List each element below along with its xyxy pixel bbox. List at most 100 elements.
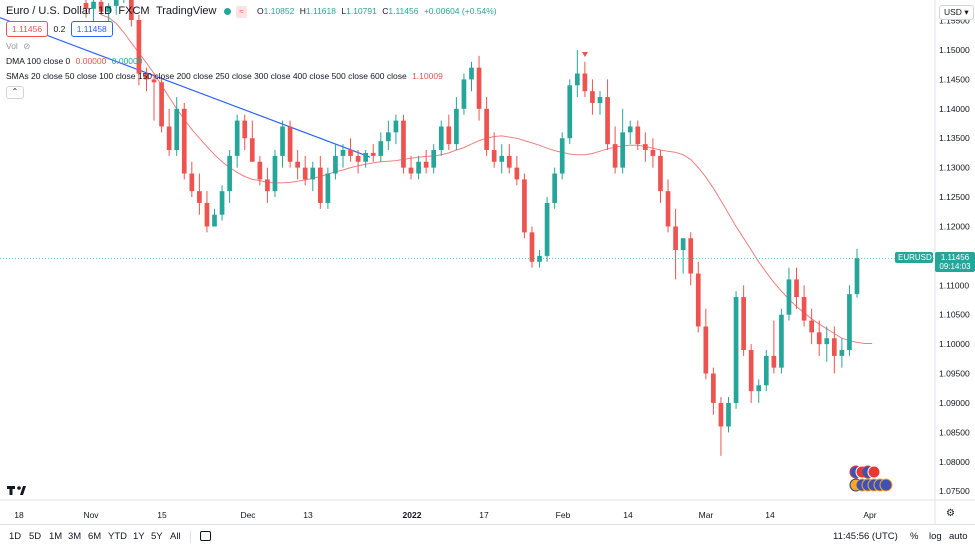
- candle-body: [446, 126, 452, 145]
- candle-body: [506, 155, 512, 168]
- smas-legend: SMAs 20 close 50 close 100 close 150 clo…: [6, 70, 443, 82]
- interval[interactable]: 1D: [97, 5, 113, 17]
- percent-toggle[interactable]: %: [910, 531, 919, 542]
- candle-body: [854, 258, 860, 295]
- dma-label[interactable]: DMA 100 close 0: [6, 56, 71, 66]
- candle: [257, 155, 263, 186]
- candle: [144, 67, 149, 92]
- candle: [461, 73, 467, 115]
- volume-label: Vol: [6, 41, 18, 51]
- symbol-name[interactable]: Euro / U.S. Dollar: [6, 5, 92, 17]
- candle-body: [189, 173, 195, 192]
- candle: [212, 208, 217, 227]
- calendar-icon[interactable]: [200, 531, 211, 541]
- time-tick-label: Nov: [83, 510, 99, 520]
- goto-date-icon[interactable]: ⚙: [946, 508, 955, 519]
- low-value: 1.10791: [346, 6, 377, 16]
- auto-toggle[interactable]: auto: [949, 531, 968, 542]
- candle: [794, 267, 799, 309]
- time-tick-label: 17: [479, 510, 489, 520]
- tf-1y[interactable]: 1Y: [133, 531, 145, 542]
- time-tick-label: 14: [765, 510, 775, 520]
- tf-ytd[interactable]: YTD: [108, 531, 127, 542]
- candle: [741, 285, 746, 356]
- candle-body: [408, 167, 414, 174]
- clock-time[interactable]: 11:45:56 (UTC): [833, 531, 898, 542]
- price-scale[interactable]: 1.15500 1.15000 1.14500 1.14000 1.13500 1.130…: [939, 16, 970, 497]
- eye-hidden-icon[interactable]: ⊘: [23, 41, 31, 51]
- candle-body: [824, 338, 830, 345]
- candle-body: [416, 161, 421, 174]
- candle: [688, 232, 694, 286]
- trendline[interactable]: [0, 17, 371, 158]
- candle: [733, 291, 739, 409]
- log-toggle[interactable]: log: [929, 531, 942, 542]
- last-price-badge: 1.11456 09:14:03: [935, 252, 975, 273]
- sma-path: [100, 14, 873, 344]
- candle-body: [280, 126, 285, 156]
- candle-body: [673, 226, 678, 250]
- close-value: 1.11456: [388, 6, 419, 16]
- smas-label[interactable]: SMAs 20 close 50 close 100 close 150 clo…: [6, 71, 407, 81]
- smas-value: 1.10009: [412, 71, 443, 81]
- candle-body: [537, 255, 542, 262]
- price-tick-label: 1.15000: [939, 45, 970, 55]
- candle-body: [370, 152, 376, 156]
- high-value: 1.11618: [305, 6, 336, 16]
- candle-body: [83, 2, 89, 9]
- candle: [166, 108, 172, 156]
- compare-icon[interactable]: ≈: [236, 6, 247, 18]
- candle-body: [816, 332, 822, 345]
- last-symbol-badge: EURUSD: [895, 252, 933, 264]
- tf-5d[interactable]: 5D: [29, 531, 42, 542]
- tf-3m[interactable]: 3M: [68, 531, 82, 542]
- price-tick-label: 1.07500: [939, 486, 970, 496]
- tf-5y[interactable]: 5Y: [151, 531, 163, 542]
- candle: [574, 50, 580, 98]
- price-tick-label: 1.15500: [939, 16, 970, 26]
- candle-body: [212, 214, 217, 227]
- candle-body: [113, 0, 119, 6]
- candle-body: [234, 120, 240, 156]
- candle: [98, 0, 104, 15]
- tf-6m[interactable]: 6M: [88, 531, 102, 542]
- price-tick-label: 1.10000: [939, 339, 970, 349]
- tf-all[interactable]: All: [170, 531, 181, 542]
- candle: [408, 155, 414, 180]
- candle: [302, 155, 308, 186]
- candle: [627, 120, 633, 145]
- candle-body: [363, 152, 369, 162]
- trendline-segment[interactable]: [0, 17, 371, 158]
- candle-body: [106, 5, 112, 12]
- price-tick-label: 1.14000: [939, 104, 970, 114]
- candle-body: [257, 161, 263, 180]
- candle-body: [695, 273, 701, 327]
- candle-body: [801, 297, 807, 321]
- tf-1d[interactable]: 1D: [9, 531, 22, 542]
- candle-body: [166, 126, 172, 150]
- candle: [522, 173, 527, 239]
- date-range-icon[interactable]: [190, 531, 191, 543]
- buy-button[interactable]: 1.11458: [70, 21, 113, 37]
- time-scale[interactable]: 18 Nov 15 Dec 13 2022 17 Feb 14 Mar 14 Apr: [14, 510, 877, 520]
- candle-body: [605, 97, 610, 145]
- collapse-legend-button[interactable]: ⌃: [6, 86, 24, 99]
- tf-1m[interactable]: 1M: [49, 531, 63, 542]
- candle: [83, 0, 89, 18]
- candle-body: [204, 202, 210, 227]
- candle: [151, 73, 157, 121]
- candle: [469, 61, 474, 92]
- chart-header: Euro / U.S. Dollar 1D FXCM TradingView ≈…: [6, 5, 497, 18]
- currency-selector[interactable]: USD ▾: [939, 5, 974, 20]
- sell-button[interactable]: 1.11456: [6, 21, 49, 37]
- candle-body: [688, 238, 694, 274]
- candle-body: [302, 167, 308, 180]
- candle: [295, 150, 300, 180]
- candle-body: [786, 279, 792, 315]
- candle: [612, 126, 618, 174]
- candle-body: [91, 1, 96, 9]
- candle: [590, 79, 595, 115]
- candle-body: [310, 167, 316, 180]
- marker-down-icon: [582, 52, 588, 57]
